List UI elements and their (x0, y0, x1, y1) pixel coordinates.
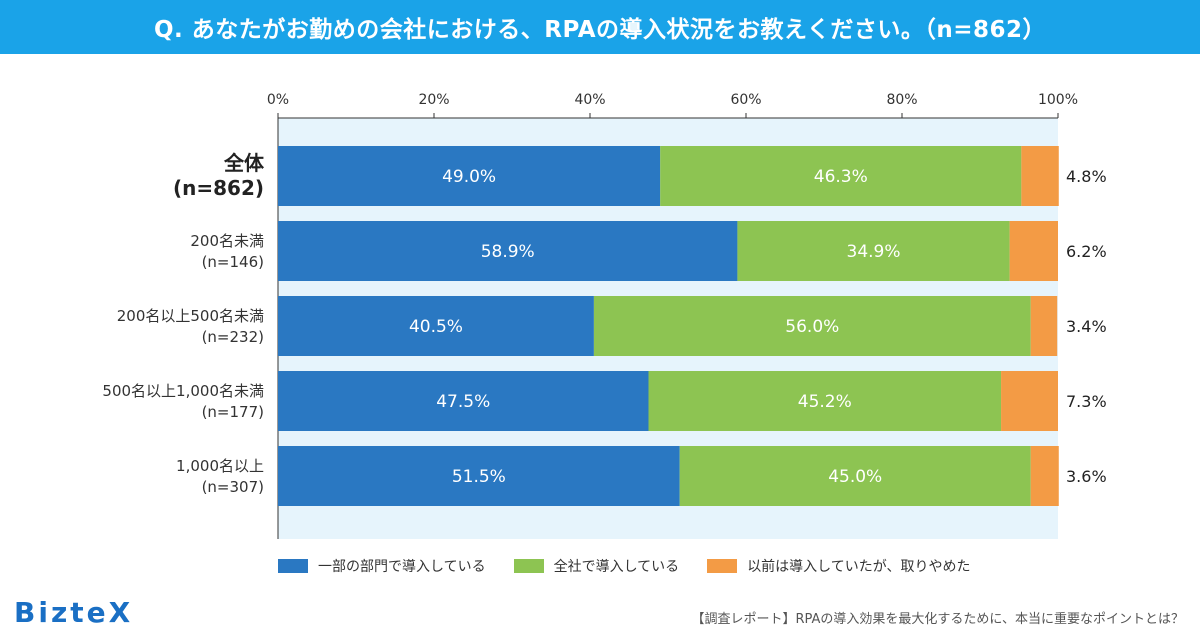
category-sublabel: (n=232) (202, 328, 264, 346)
category-label: 1,000名以上 (176, 457, 264, 475)
brand-logo: BizteX (14, 596, 134, 629)
category-sublabel: (n=307) (202, 478, 264, 496)
legend: 一部の部門で導入している 全社で導入している 以前は導入していたが、取りやめた (278, 556, 971, 576)
bar-segment (660, 146, 1022, 206)
legend-swatch-partial (278, 559, 308, 573)
category-sublabel: (n=177) (202, 403, 264, 421)
category-label: 200名未満 (190, 232, 264, 250)
bar-segment (278, 221, 738, 281)
x-tick-label: 60% (730, 92, 761, 108)
bar-segment (1030, 296, 1058, 356)
legend-label-company-wide: 全社で導入している (553, 559, 680, 575)
category-label: 500名以上1,000名未満 (102, 382, 264, 400)
data-label: 58.9% (481, 242, 535, 262)
bar-segment (593, 296, 1031, 356)
bar-segment (278, 146, 661, 206)
data-label: 46.3% (814, 167, 868, 187)
bar-segment (1030, 446, 1059, 506)
bar-segment (278, 446, 680, 506)
category-label: 200名以上500名未満 (117, 307, 264, 325)
x-tick-label: 0% (267, 92, 289, 108)
footer-note: 【調査レポート】RPAの導入効果を最大化するために、本当に重要なポイントとは？ (691, 612, 1184, 627)
data-label: 3.6% (1066, 467, 1107, 486)
x-tick-label: 80% (886, 92, 917, 108)
legend-swatch-company-wide (513, 559, 544, 573)
data-label: 4.8% (1066, 167, 1107, 186)
stacked-bar-chart: 0% 20% 40% 60% 80% 100% 49.0% 46.3% 4.8% 全体(n=862… (102, 92, 1107, 539)
data-label: 49.0% (442, 167, 496, 187)
legend-label-discontinued: 以前は導入していたが、取りやめた (747, 559, 971, 575)
x-tick-label: 40% (574, 92, 605, 108)
data-label: 34.9% (847, 242, 901, 262)
category-label: 全体 (223, 151, 265, 175)
legend-item-discontinued: 以前は導入していたが、取りやめた (707, 556, 971, 576)
data-label: 7.3% (1066, 392, 1107, 411)
bar-segment (648, 371, 1002, 431)
data-label: 51.5% (452, 467, 506, 487)
legend-swatch-discontinued (707, 559, 738, 573)
data-label: 45.2% (798, 392, 852, 412)
category-sublabel: (n=862) (173, 176, 264, 200)
bar-segment (737, 221, 1010, 281)
data-label: 40.5% (409, 317, 463, 337)
chart-area: 0% 20% 40% 60% 80% 100% 49.0% 46.3% 4.8% 全体 (n=862… (0, 54, 1200, 594)
bar-segment (1021, 146, 1059, 206)
legend-item-company-wide: 全社で導入している (513, 556, 680, 576)
x-tick-label: 100% (1038, 92, 1078, 108)
data-label: 56.0% (785, 317, 839, 337)
legend-item-partial: 一部の部門で導入している (278, 556, 486, 576)
x-tick-label: 20% (418, 92, 449, 108)
legend-label-partial: 一部の部門で導入している (318, 559, 486, 575)
bar-segment (679, 446, 1031, 506)
chart-title: Q. あなたがお勤めの会社における、RPAの導入状況をお教えください。（n=86… (0, 0, 1200, 54)
bar-segment (1001, 371, 1058, 431)
data-label: 47.5% (436, 392, 490, 412)
category-sublabel: (n=146) (202, 253, 264, 271)
bar-segment (278, 296, 594, 356)
bar-segment (1009, 221, 1058, 281)
data-label: 3.4% (1066, 317, 1107, 336)
data-label: 45.0% (828, 467, 882, 487)
bar-segment (278, 371, 649, 431)
data-label: 6.2% (1066, 242, 1107, 261)
